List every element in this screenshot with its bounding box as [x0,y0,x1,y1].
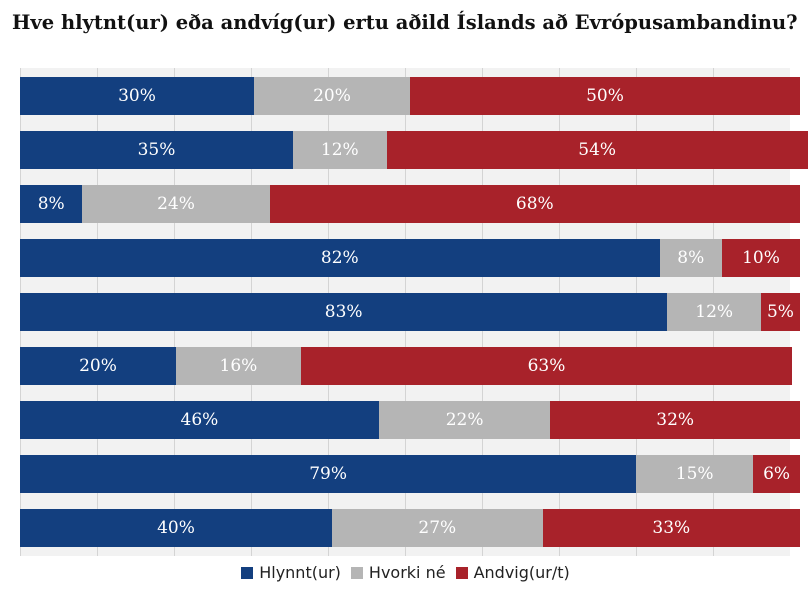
legend-label: Hvorki né [368,563,446,582]
bar-segment: 12% [293,131,387,169]
bar-segment: 10% [721,239,800,277]
bar-segment: 30% [20,77,254,115]
bar-row: 35% 12% 54% [20,131,808,169]
bar-row: 40% 27% 33% [20,509,800,547]
legend-item: Hlynnt(ur) [241,563,341,582]
bar-segment: 5% [760,293,800,331]
bar-segment: 33% [542,509,800,547]
bar-segment: 12% [667,293,761,331]
bar-row: 46% 22% 32% [20,401,800,439]
legend-swatch [241,566,254,579]
bar-segment: 32% [550,401,800,439]
bar-segment: 8% [20,185,83,223]
legend-item: Andvig(ur/t) [455,563,570,582]
bar-segment: 22% [378,401,551,439]
legend-swatch [455,566,468,579]
bar-segment: 6% [753,455,800,493]
bar-row: 8% 24% 68% [20,185,800,223]
legend-swatch [350,566,363,579]
legend: Hlynnt(ur) Hvorki né Andvig(ur/t) [0,563,811,582]
bar-row: 82% 8% 10% [20,239,800,277]
bar-row: 79% 15% 6% [20,455,800,493]
bar-segment: 20% [254,77,410,115]
bar-segment: 54% [386,131,808,169]
bar-segment: 68% [269,185,800,223]
bar-segment: 35% [20,131,293,169]
bar-segment: 46% [20,401,379,439]
bar-segment: 24% [82,185,270,223]
bar-segment: 40% [20,509,332,547]
bar-segment: 15% [636,455,754,493]
bar-row: 20% 16% 63% [20,347,793,385]
bar-row: 83% 12% 5% [20,293,800,331]
bar-segment: 63% [300,347,793,385]
bar-segment: 83% [20,293,668,331]
legend-label: Andvig(ur/t) [473,563,570,582]
legend-label: Hlynnt(ur) [259,563,341,582]
chart-title: Hve hlytnt(ur) eða andvíg(ur) ertu aðild… [12,11,798,34]
bar-segment: 27% [332,509,543,547]
legend-item: Hvorki né [350,563,446,582]
bar-segment: 50% [410,77,800,115]
bar-row: 30% 20% 50% [20,77,800,115]
bar-segment: 20% [20,347,176,385]
bar-segment: 8% [659,239,722,277]
bar-segment: 79% [20,455,637,493]
bar-segment: 82% [20,239,660,277]
bar-segment: 16% [176,347,301,385]
